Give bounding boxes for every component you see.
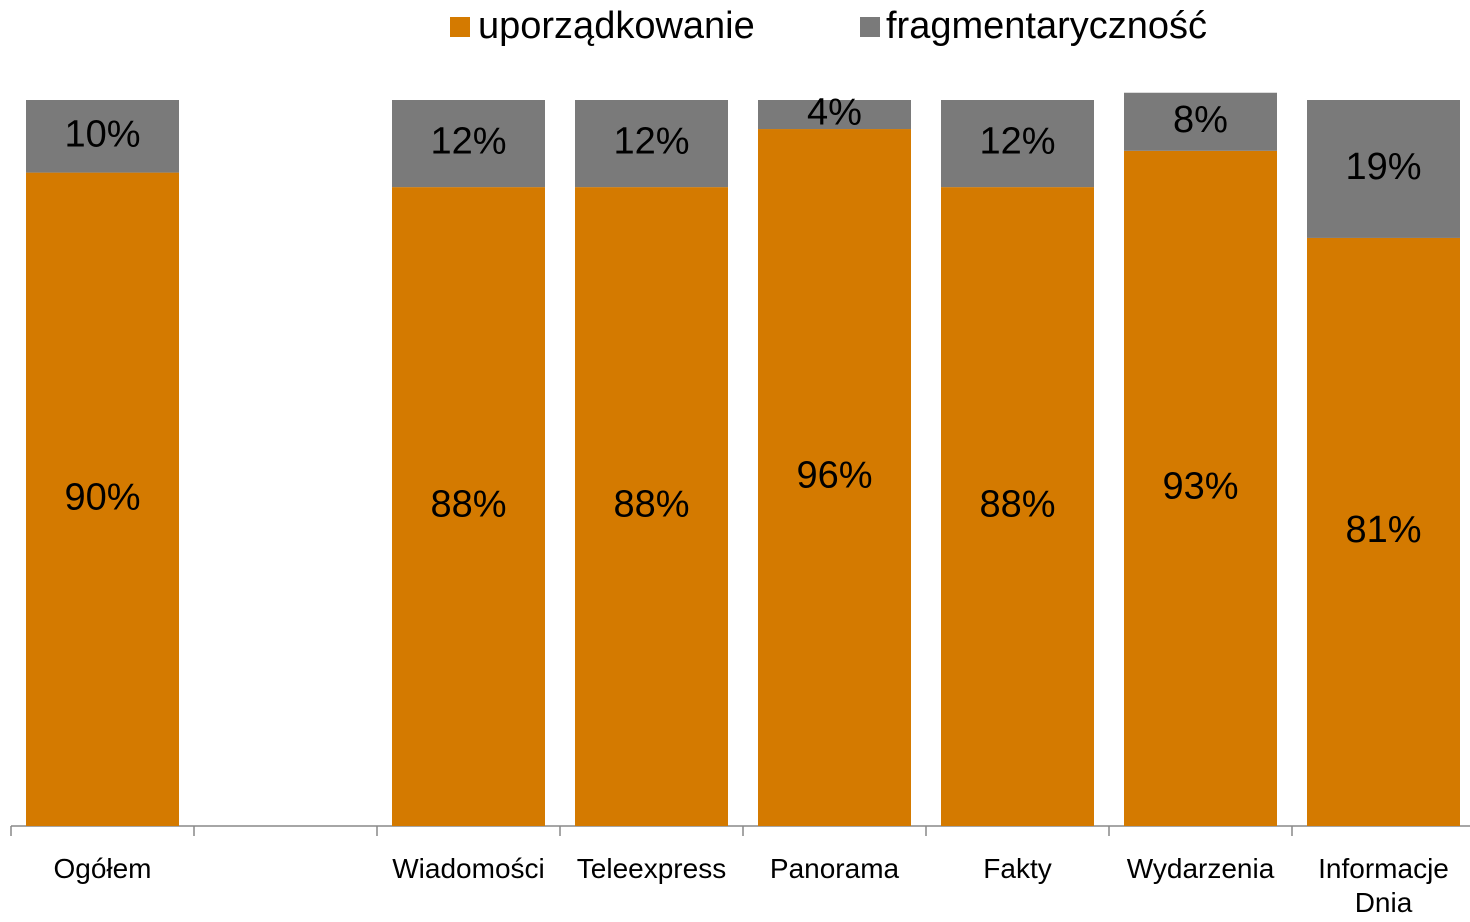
x-tick-label: Teleexpress <box>576 853 727 884</box>
bar-segment <box>1307 100 1460 238</box>
x-tick-label: Fakty <box>983 853 1052 884</box>
x-tick-label: Panorama <box>769 853 900 884</box>
data-label: 12% <box>613 121 689 163</box>
bar-segment <box>758 100 911 130</box>
bar-segment <box>1307 237 1460 826</box>
data-label: 88% <box>430 484 506 526</box>
data-label: 81% <box>1345 509 1421 551</box>
bar-segment <box>1124 92 1277 151</box>
data-label: 88% <box>979 484 1055 526</box>
x-tick-label: Wiadomości <box>392 853 545 884</box>
bar-segment <box>941 100 1094 188</box>
legend-swatch <box>860 17 880 37</box>
bar-segment <box>392 187 545 826</box>
x-tick-label: Wydarzenia <box>1126 853 1275 884</box>
data-label: 88% <box>613 484 689 526</box>
legend-label: uporządkowanie <box>478 5 755 47</box>
x-tick-label: Ogółem <box>53 853 152 884</box>
data-label: 19% <box>1345 146 1421 188</box>
data-label: 12% <box>430 121 506 163</box>
bar-segment <box>575 100 728 188</box>
x-tick-label: Informacje Dnia <box>1318 853 1449 918</box>
legend-label: fragmentaryczność <box>886 5 1207 47</box>
bar-segment <box>392 100 545 188</box>
bar-segment <box>1124 150 1277 826</box>
data-label: 10% <box>64 113 140 155</box>
bar-segment <box>758 129 911 827</box>
data-label: 93% <box>1162 465 1238 507</box>
data-label: 4% <box>807 92 862 134</box>
bar-segment <box>26 100 179 173</box>
legend-swatch <box>450 17 470 37</box>
bar-segment <box>941 187 1094 826</box>
bar-segment <box>26 172 179 827</box>
data-label: 12% <box>979 121 1055 163</box>
bar-segment <box>575 187 728 826</box>
data-label: 8% <box>1173 99 1228 141</box>
data-label: 90% <box>64 476 140 518</box>
data-label: 96% <box>796 455 872 497</box>
